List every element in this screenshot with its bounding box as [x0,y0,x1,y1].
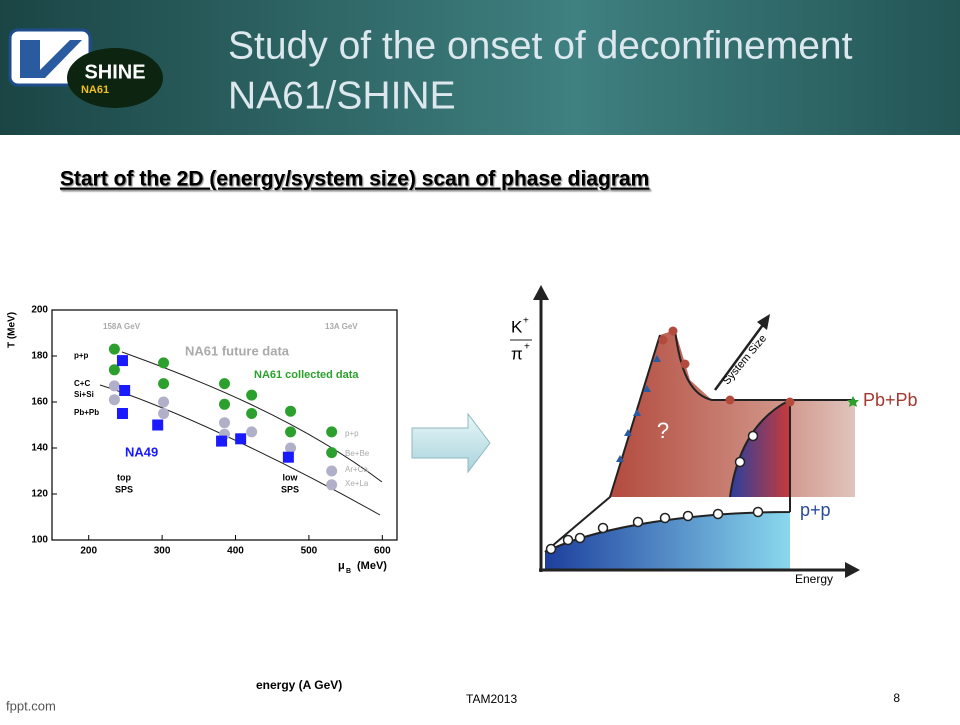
data-point [326,465,338,477]
axis-label: π [511,344,523,363]
title-line: Study of the onset of deconfinement [228,24,853,67]
footer-label: energy (A GeV) [256,678,342,692]
region [730,400,790,497]
data-point [216,435,228,447]
system-label: C+C [74,379,90,388]
system-label: p+p [74,351,89,360]
axis-label: + [523,316,529,327]
logo-ellipse [67,48,163,108]
axis-label: Energy [795,572,833,586]
subtitle: Start of the 2D (energy/system size) sca… [60,168,649,191]
legend-label: Xe+La [345,479,369,488]
data-point [108,364,120,376]
x-tick-label: 300 [154,546,171,557]
data-point [108,380,120,392]
data-point [108,343,120,355]
question-mark: ? [657,418,669,443]
title-line: NA61/SHINE [228,74,456,117]
footer-site: fppt.com [6,698,56,713]
logo-text: SHINE [84,61,145,83]
data-point [158,378,170,390]
data-point [246,426,258,438]
axis-head [533,285,549,300]
axis-head [757,314,770,330]
footer-conference: TAM2013 [466,692,517,706]
data-point [119,385,131,396]
x-tick-label: 200 [80,546,97,557]
logo-mark [20,40,82,78]
x-axis-label: μ [338,560,345,572]
data-point [108,394,120,406]
axis [713,321,767,391]
axis-head [845,562,860,578]
system-label: p+p [800,500,831,520]
logo-subtext: NA61 [81,84,109,96]
future-label: NA61 future data [185,343,290,358]
y-tick-label: 200 [31,305,48,316]
legend-label: p+p [345,429,359,438]
x-axis-label: B [346,568,351,575]
system-label: Pb+Pb [74,408,99,417]
y-tick-label: 120 [31,489,48,500]
data-point [219,378,230,390]
legend-label: Be+Be [345,449,370,458]
data-point [326,426,338,438]
data-point [158,396,170,408]
x-tick-label: 400 [227,546,244,557]
data-point [246,408,258,419]
region [545,512,790,570]
points [616,355,661,462]
y-tick-label: 140 [31,443,48,454]
axis-label: + [524,342,530,353]
x-tick-label: 500 [301,546,318,557]
data-point [219,398,230,410]
data-point [326,479,338,491]
region [610,330,855,497]
data-point [246,389,258,401]
data-point [285,442,297,454]
energy-label: 13A GeV [325,322,358,331]
y-tick-label: 180 [31,351,48,362]
data-point [285,426,297,438]
collected-label: NA61 collected data [254,369,359,381]
system-label: Pb+Pb [863,390,918,410]
sps-label: SPS [115,484,133,494]
sps-label: top [117,472,131,482]
na49-label: NA49 [125,444,158,459]
data-point [152,419,164,431]
data-point [285,405,297,417]
data-point [326,447,338,459]
curve [121,351,383,483]
data-point [158,357,170,369]
data-point [282,451,294,463]
axis-label: K [511,317,523,336]
boundary [544,329,855,553]
star [847,396,859,407]
left-plot: T (MeV) μ B (MeV) 158A GeV 13A GeV NA61 … [7,305,398,575]
system-label: Si+Si [74,390,94,399]
energy-label: 158A GeV [103,322,141,331]
legend-label: Ar+Ca [345,465,368,474]
data-point [235,433,247,445]
data-point [116,408,128,419]
sps-label: low [283,472,299,482]
y-axis-label: T (MeV) [7,312,18,348]
points [545,430,764,555]
sps-label: SPS [281,484,299,494]
data-point [158,408,170,419]
data-point [219,417,230,429]
x-tick-label: 600 [374,546,391,557]
arrow [411,412,491,474]
y-tick-label: 100 [31,535,48,546]
x-axis-label: (MeV) [357,560,387,572]
points [658,326,795,407]
y-tick-label: 160 [31,397,48,408]
page-number: 8 [893,691,900,705]
data-point [116,355,128,367]
header-band [0,0,960,135]
